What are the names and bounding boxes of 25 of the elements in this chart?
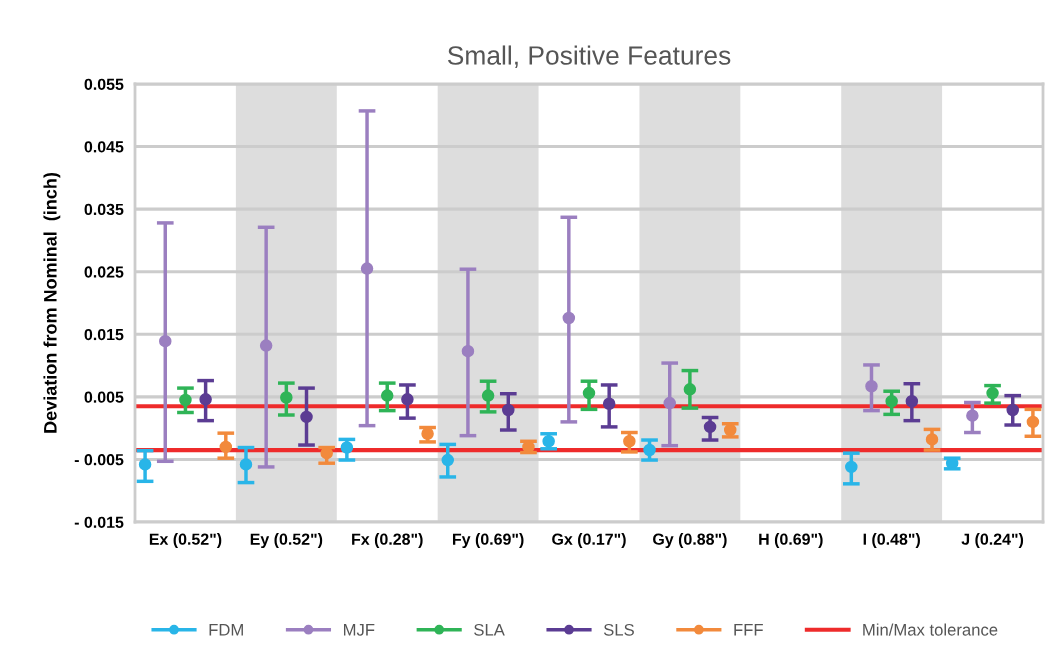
y-axis-title: Deviation from Nominal (inch) bbox=[43, 172, 61, 433]
x-tick-label: J (0.24") bbox=[961, 533, 1024, 548]
y-tick-label: 0.045 bbox=[84, 141, 124, 153]
legend-label: SLS bbox=[603, 623, 634, 636]
y-tick-label: 0.035 bbox=[84, 203, 124, 216]
x-tick-label: Ex (0.52") bbox=[149, 533, 222, 548]
legend-label: FFF bbox=[734, 624, 763, 636]
x-tick-label: Ey (0.52") bbox=[250, 533, 323, 548]
chart-title: Small, Positive Features bbox=[447, 45, 731, 68]
x-tick-label: Fx (0.28") bbox=[352, 533, 423, 548]
x-tick-label: I (0.48") bbox=[863, 533, 920, 548]
y-tick-label: 0.055 bbox=[84, 78, 124, 90]
legend-label: SLA bbox=[474, 623, 505, 636]
x-tick-label: Gx (0.17") bbox=[552, 533, 626, 548]
x-tick-label: Gy (0.88") bbox=[653, 533, 727, 548]
legend-label: MJF bbox=[343, 624, 375, 636]
y-tick-label: 0.015 bbox=[84, 328, 124, 341]
x-tick-label: H (0.69") bbox=[759, 533, 823, 548]
y-tick-label: - 0.015 bbox=[74, 516, 124, 528]
y-tick-label: 0.025 bbox=[84, 266, 124, 278]
y-tick-label: 0.005 bbox=[84, 391, 124, 403]
legend-label: Min/Max tolerance bbox=[863, 623, 998, 636]
x-tick-label: Fy (0.69") bbox=[453, 533, 524, 548]
y-tick-label: - 0.005 bbox=[74, 454, 124, 466]
legend-label: FDM bbox=[209, 624, 243, 636]
